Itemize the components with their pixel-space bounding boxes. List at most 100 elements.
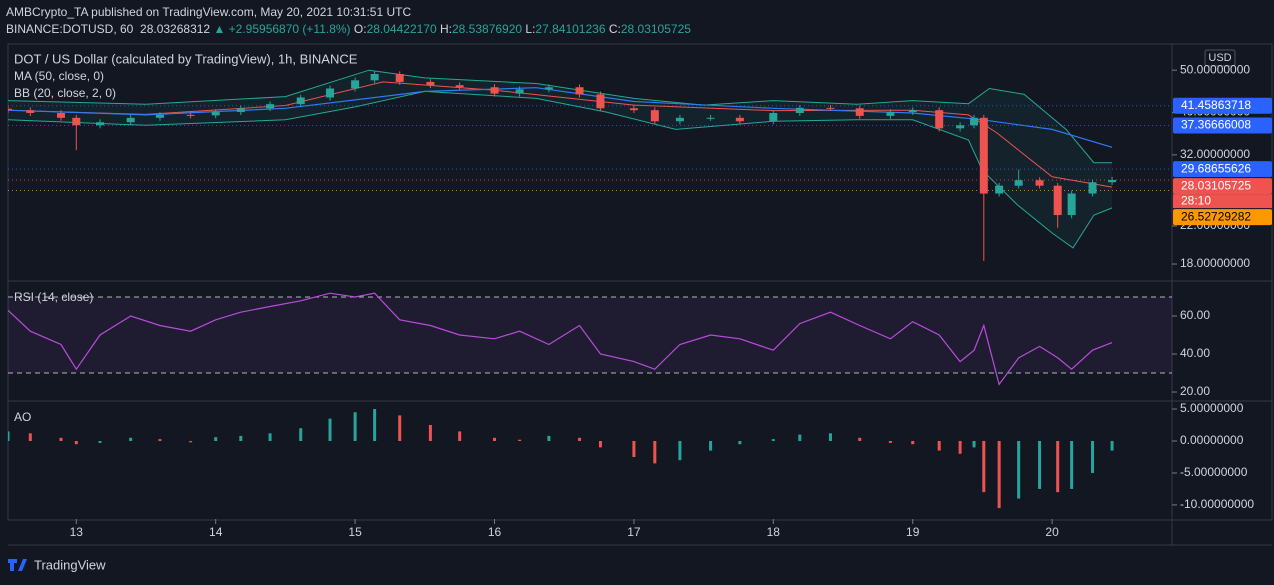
y-tick-label: 0.00000000 [1180, 433, 1244, 447]
ohlc-label: H: [439, 22, 452, 36]
bb-lower [8, 90, 1113, 249]
change: ▲ +2.95956870 (+11.8%) [213, 22, 351, 36]
candle-body [596, 94, 605, 109]
price-label-box [1173, 97, 1272, 114]
publish-line: AMBCrypto_TA published on TradingView.co… [6, 5, 411, 19]
ao-bar [709, 441, 713, 451]
ao-bar [299, 428, 303, 441]
candle-body [326, 88, 335, 98]
ao-bar [158, 439, 162, 441]
ao-bar [189, 441, 193, 443]
author[interactable]: AMBCrypto_TA [6, 5, 88, 19]
ao-bar [1110, 441, 1114, 451]
candle-body [795, 107, 804, 113]
candle-body [211, 112, 220, 116]
ao-bar [8, 431, 10, 441]
candle-body [96, 122, 105, 126]
pane [8, 409, 1114, 509]
candle-body [395, 74, 404, 82]
candle-body [455, 85, 464, 88]
ao-bar [888, 441, 892, 443]
candle-body [8, 108, 12, 111]
ao-bar [268, 433, 272, 441]
currency-box[interactable] [1204, 49, 1236, 67]
ao-bar [98, 441, 102, 443]
candle-body [735, 117, 744, 122]
x-tick-label: 15 [348, 525, 362, 539]
y-tick-label: 50.00000000 [1180, 62, 1250, 76]
candle-body [1088, 182, 1097, 194]
candle-body [1053, 185, 1062, 216]
y-tick-label: 32.00000000 [1180, 147, 1250, 161]
pane-title: RSI (14, close) [14, 290, 93, 304]
ao-bar [1056, 441, 1060, 493]
y-tick-label: 60.00 [1180, 308, 1210, 322]
legend-entry: MA (50, close, 0) [14, 69, 104, 83]
ao-bar [997, 441, 1001, 509]
ohlc: O:28.04422170 H:28.53876920 L:27.8410123… [354, 22, 691, 36]
price-label: 41.45863718 [1181, 98, 1251, 112]
ao-bar [547, 435, 551, 441]
ao-bar [518, 439, 522, 441]
ohlc-label: O: [353, 22, 367, 36]
ao-bar [771, 439, 775, 441]
candle-body [706, 117, 715, 119]
candle-body [544, 87, 553, 90]
candle-body [855, 108, 864, 116]
ohlc-label: L: [525, 22, 536, 36]
x-tick-label: 18 [767, 525, 781, 539]
ao-bar [328, 418, 332, 441]
candle-body [266, 104, 275, 109]
pane-title: AO [14, 410, 31, 424]
ao-bar [972, 441, 976, 448]
candle-body [675, 117, 684, 122]
price-label: 28.03105725 [1181, 178, 1251, 192]
ao-bar [28, 433, 32, 441]
ao-bar [598, 441, 602, 448]
candle-body [935, 110, 944, 129]
legend-entry: BB (20, close, 2, 0) [14, 86, 116, 100]
symbol: BINANCE:DOTUSD, 60 [6, 22, 134, 36]
pane [8, 69, 1172, 261]
candle-body [72, 117, 81, 126]
candle-body [126, 117, 135, 123]
ao-bar [578, 437, 582, 441]
price-label: 37.36666008 [1181, 118, 1251, 132]
last-price: 28.03268312 [140, 22, 211, 36]
candle-body [908, 110, 917, 113]
y-tick-label: 5.00000000 [1180, 401, 1244, 415]
ohlc-value: 28.53876920 [451, 22, 523, 36]
ao-bar [982, 441, 986, 493]
candle-body [629, 108, 638, 111]
footer-logo [8, 559, 27, 571]
ao-bar [1070, 441, 1074, 489]
price-label-box [1173, 178, 1272, 195]
ao-bar [653, 441, 657, 464]
brand: TradingView [34, 557, 106, 572]
candle-body [186, 114, 195, 116]
y-tick-label: 40.00 [1180, 346, 1210, 360]
ao-bar [428, 425, 432, 441]
y-tick-label: -10.00000000 [1180, 497, 1254, 511]
ao-bar [214, 437, 218, 441]
rsi-band [8, 297, 1172, 374]
ao-bar [129, 437, 133, 441]
x-tick-label: 14 [209, 525, 223, 539]
candle-body [1035, 180, 1044, 186]
rsi-line [8, 292, 1113, 386]
ohlc-value: 28.03105725 [620, 22, 691, 36]
candle-body [515, 89, 524, 94]
candle-body [826, 107, 835, 109]
bb-upper [8, 69, 1113, 164]
candle-body [970, 117, 979, 126]
ao-bar [738, 441, 742, 445]
ao-bar [798, 434, 802, 441]
candle-body [650, 110, 659, 122]
candle-body [56, 112, 65, 118]
bb-fill [8, 70, 1113, 248]
candle-body [426, 81, 435, 86]
price-label-box [1173, 161, 1272, 178]
y-tick-label: 18.00000000 [1180, 256, 1250, 270]
legend-entry: DOT / US Dollar (calculated by TradingVi… [14, 51, 358, 66]
